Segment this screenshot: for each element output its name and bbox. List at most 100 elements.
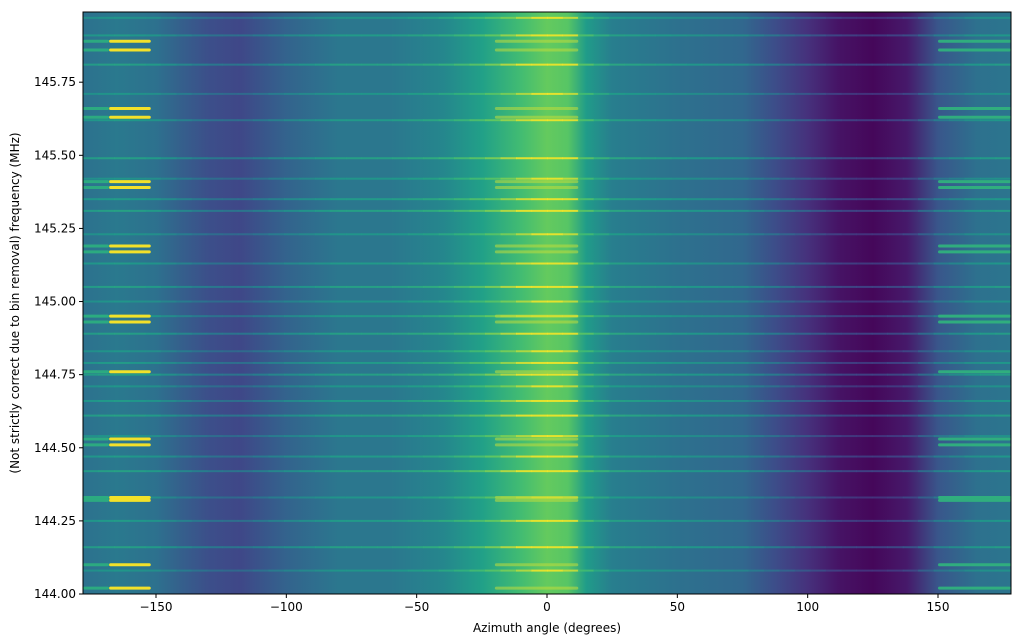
frequency-line-segment xyxy=(732,315,749,318)
frequency-line-segment xyxy=(423,34,440,37)
frequency-line-segment xyxy=(160,92,177,95)
frequency-line-segment xyxy=(794,262,811,265)
frequency-line-segment xyxy=(284,455,301,458)
frequency-line-segment xyxy=(779,569,796,572)
frequency-line-segment xyxy=(222,315,239,318)
frequency-line-segment xyxy=(469,209,486,212)
frequency-line-segment xyxy=(191,385,208,388)
frequency-line-segment xyxy=(345,569,362,572)
frequency-line-segment xyxy=(516,385,533,388)
frequency-line-segment xyxy=(949,414,966,417)
frequency-line-segment xyxy=(887,399,904,402)
hotspot-mark xyxy=(83,437,110,441)
frequency-line-segment xyxy=(593,198,610,201)
frequency-line-segment xyxy=(670,519,687,522)
frequency-line-segment xyxy=(670,361,687,364)
frequency-line-segment xyxy=(191,455,208,458)
frequency-line-segment xyxy=(562,16,579,19)
frequency-line-segment xyxy=(887,496,904,499)
frequency-line-segment xyxy=(779,233,796,236)
frequency-line-segment xyxy=(547,361,564,364)
frequency-line-segment xyxy=(315,569,332,572)
frequency-line-segment xyxy=(268,414,285,417)
frequency-line-segment xyxy=(670,546,687,549)
frequency-line-segment xyxy=(608,569,625,572)
hotspot-mark xyxy=(109,563,151,567)
frequency-line-segment xyxy=(361,233,378,236)
frequency-line-segment xyxy=(160,519,177,522)
frequency-line-segment xyxy=(485,157,502,160)
frequency-line-segment xyxy=(423,198,440,201)
frequency-line-segment xyxy=(825,177,842,180)
frequency-line-segment xyxy=(160,496,177,499)
frequency-line-segment xyxy=(779,496,796,499)
frequency-line-segment xyxy=(902,546,919,549)
frequency-line-segment xyxy=(779,16,796,19)
frequency-line-segment xyxy=(639,332,656,335)
frequency-line-segment xyxy=(83,209,100,212)
frequency-line-segment xyxy=(83,373,100,376)
frequency-line-segment xyxy=(191,435,208,438)
frequency-line-segment xyxy=(407,177,424,180)
frequency-line-segment xyxy=(160,63,177,66)
frequency-line-segment xyxy=(686,361,703,364)
frequency-line-segment xyxy=(253,198,270,201)
frequency-line-segment xyxy=(995,198,1011,201)
frequency-line-segment xyxy=(670,414,687,417)
frequency-line-segment xyxy=(825,414,842,417)
frequency-line-segment xyxy=(887,519,904,522)
frequency-line-segment xyxy=(639,361,656,364)
frequency-line-segment xyxy=(624,34,641,37)
frequency-line-segment xyxy=(438,455,455,458)
frequency-line-segment xyxy=(748,496,765,499)
frequency-line-segment xyxy=(918,262,935,265)
frequency-line-segment xyxy=(407,198,424,201)
frequency-line-segment xyxy=(794,496,811,499)
frequency-line-segment xyxy=(423,569,440,572)
frequency-line-segment xyxy=(856,435,873,438)
frequency-line-segment xyxy=(516,119,533,122)
frequency-line-segment xyxy=(949,157,966,160)
frequency-line-segment xyxy=(284,385,301,388)
frequency-line-segment xyxy=(222,435,239,438)
frequency-line-segment xyxy=(345,119,362,122)
frequency-line-segment xyxy=(175,569,192,572)
frequency-line-segment xyxy=(376,496,393,499)
frequency-line-segment xyxy=(809,92,826,95)
frequency-line-segment xyxy=(206,157,223,160)
frequency-line-segment xyxy=(624,315,641,318)
frequency-line-segment xyxy=(655,546,672,549)
frequency-line-segment xyxy=(686,300,703,303)
frequency-line-segment xyxy=(624,285,641,288)
frequency-line-segment xyxy=(469,519,486,522)
frequency-line-segment xyxy=(423,373,440,376)
frequency-line-segment xyxy=(284,569,301,572)
frequency-line-segment xyxy=(655,177,672,180)
frequency-line-segment xyxy=(376,332,393,335)
frequency-line-segment xyxy=(655,455,672,458)
frequency-line-segment xyxy=(83,157,100,160)
frequency-line-segment xyxy=(701,435,718,438)
frequency-line-segment xyxy=(376,92,393,95)
frequency-line-segment xyxy=(593,455,610,458)
frequency-line-segment xyxy=(531,63,548,66)
frequency-line-segment xyxy=(809,233,826,236)
frequency-line-segment xyxy=(438,16,455,19)
frequency-line-segment xyxy=(98,414,115,417)
frequency-line-segment xyxy=(639,519,656,522)
frequency-line-segment xyxy=(949,285,966,288)
frequency-line-segment xyxy=(624,177,641,180)
frequency-line-segment xyxy=(284,233,301,236)
frequency-line-segment xyxy=(701,470,718,473)
frequency-line-segment xyxy=(748,262,765,265)
hotspot-mark xyxy=(938,437,1011,441)
frequency-line-segment xyxy=(933,300,950,303)
frequency-line-segment xyxy=(856,496,873,499)
frequency-line-segment xyxy=(376,455,393,458)
frequency-line-segment xyxy=(222,209,239,212)
frequency-line-segment xyxy=(933,157,950,160)
frequency-line-segment xyxy=(438,332,455,335)
frequency-line-segment xyxy=(655,16,672,19)
frequency-line-segment xyxy=(284,157,301,160)
frequency-line-segment xyxy=(964,435,981,438)
